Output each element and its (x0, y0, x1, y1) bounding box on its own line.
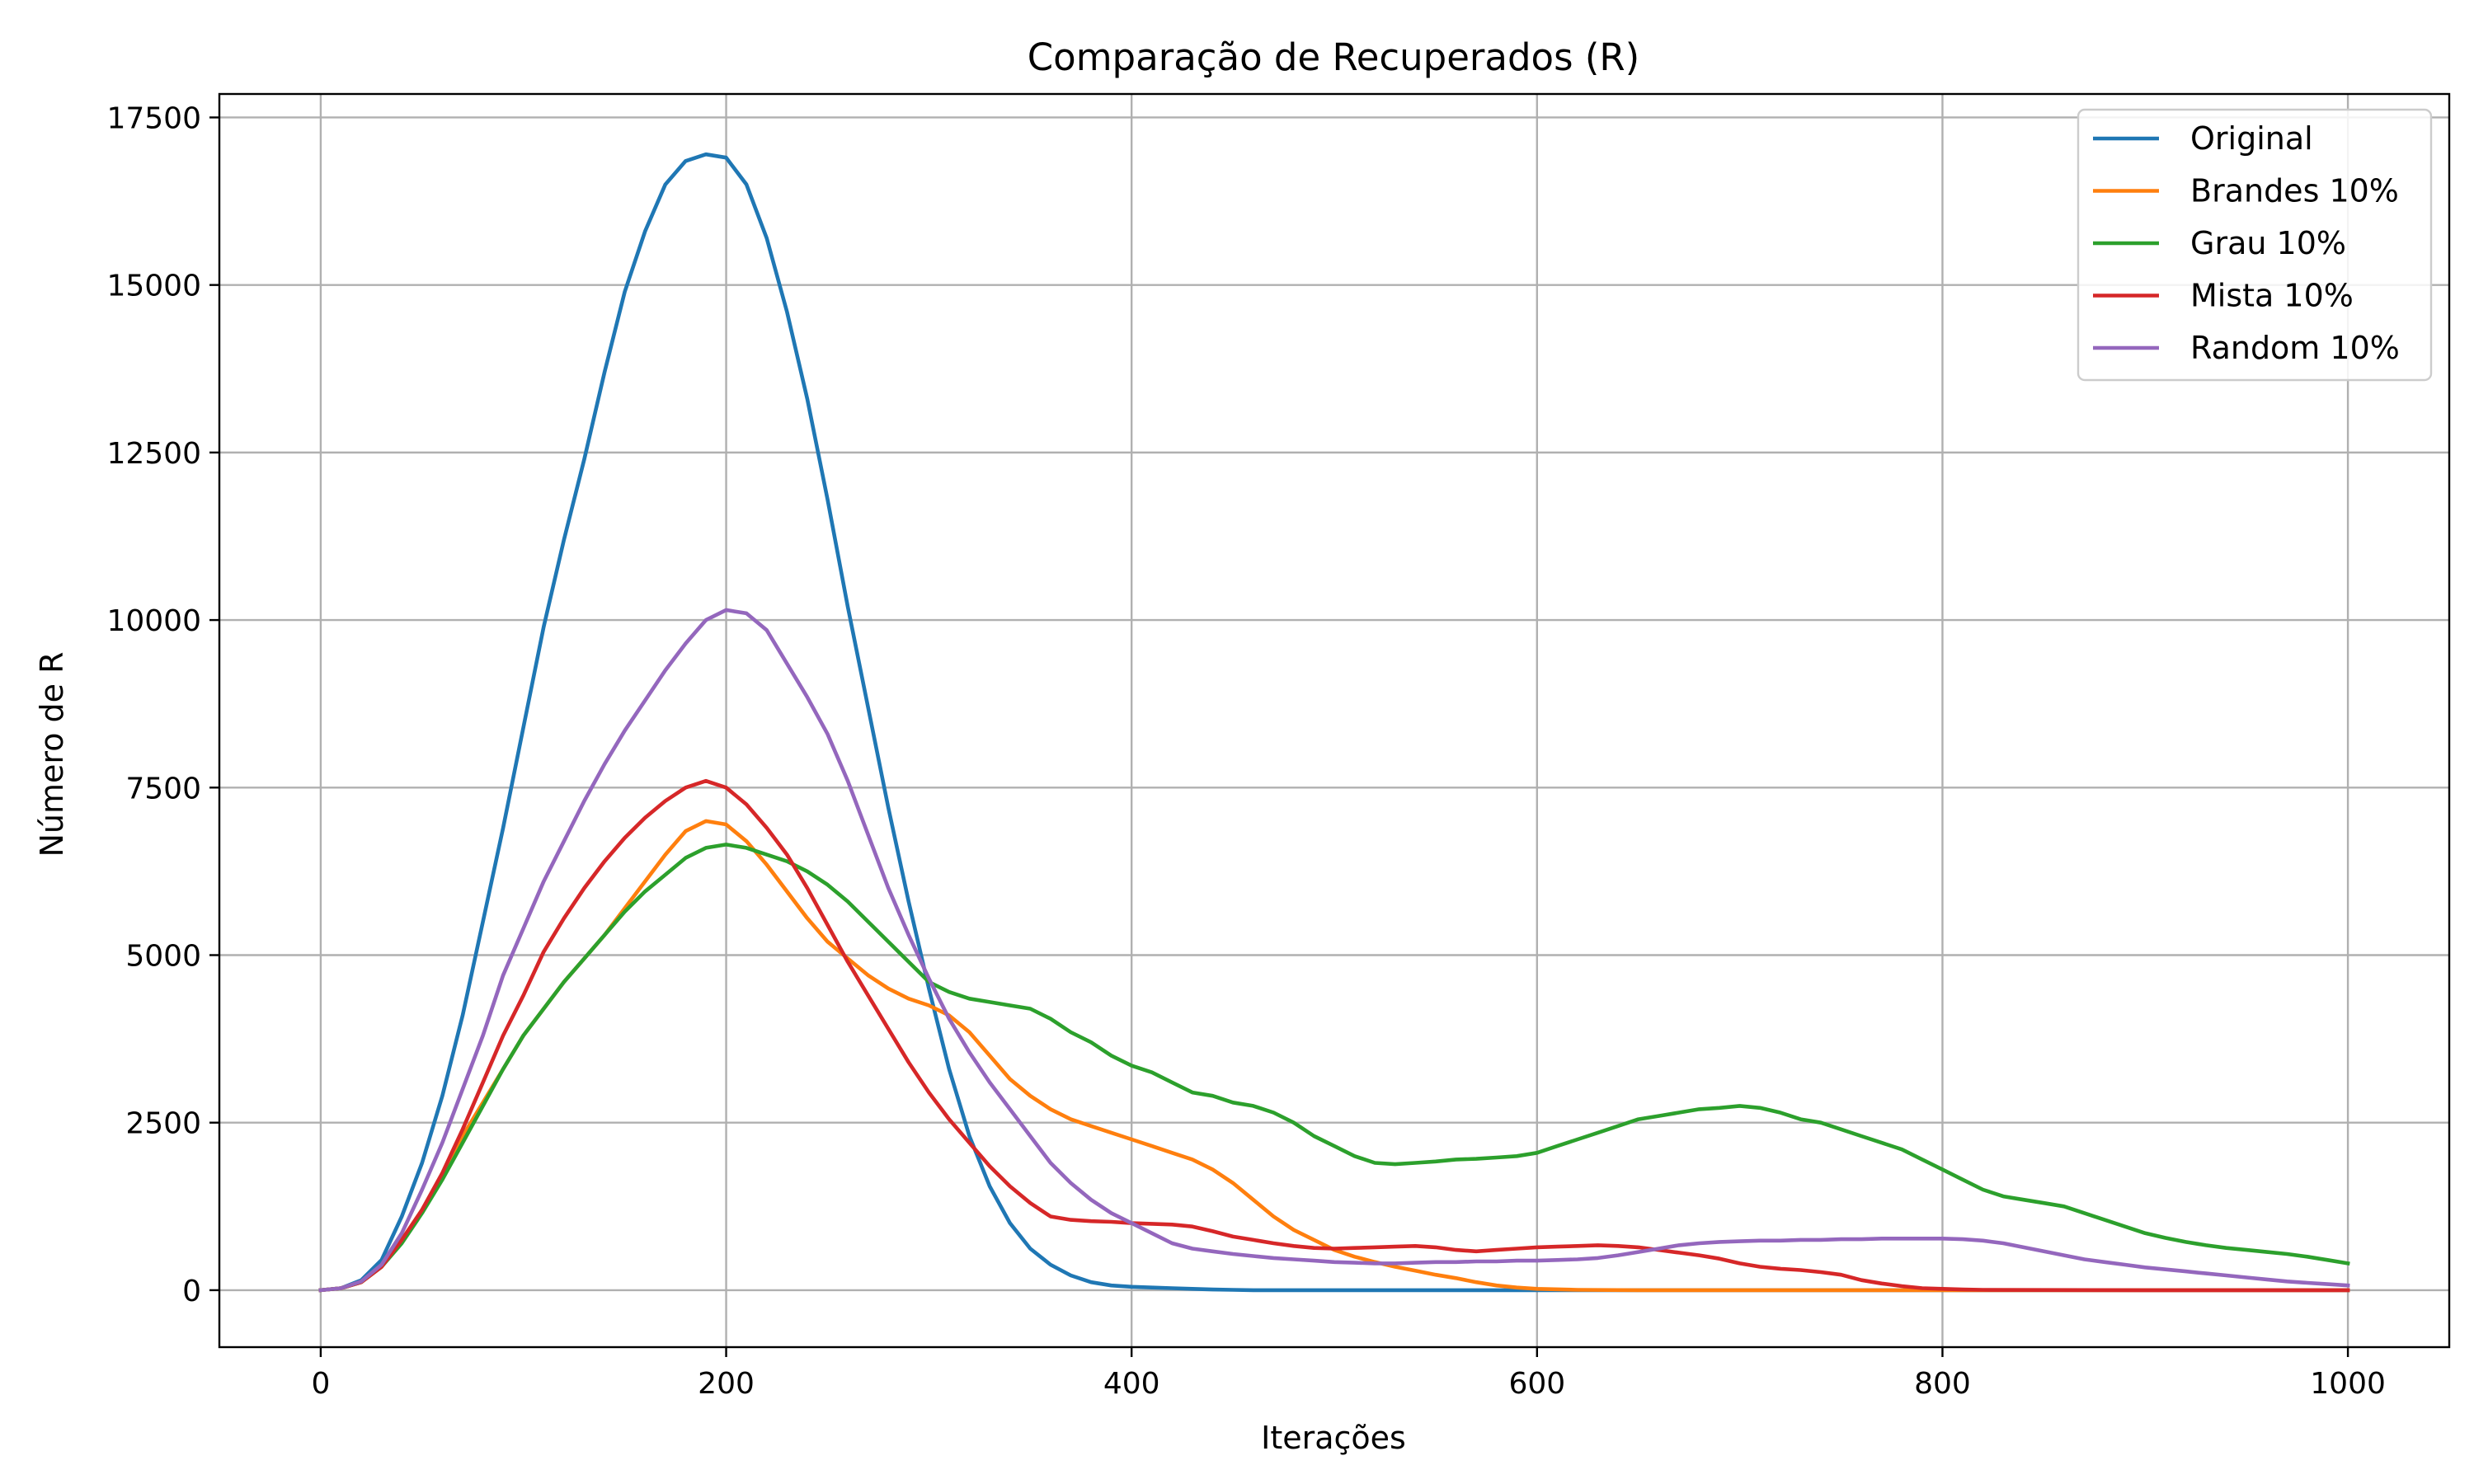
x-tick-label: 200 (698, 1367, 755, 1401)
y-tick-label: 15000 (106, 270, 201, 303)
x-tick-label: 600 (1508, 1367, 1565, 1401)
legend-label-mista-10: Mista 10% (2190, 278, 2354, 314)
y-tick-label: 10000 (106, 604, 201, 638)
series-line-original (318, 152, 2350, 1293)
y-tick-label: 17500 (106, 101, 201, 135)
legend-label-brandes-10: Brandes 10% (2190, 173, 2399, 209)
series-line-mista-10 (318, 778, 2350, 1293)
y-tick-label: 12500 (106, 437, 201, 471)
x-tick-label: 400 (1103, 1367, 1160, 1401)
x-axis-title: Iterações (1261, 1420, 1406, 1456)
series-line-grau-10 (318, 843, 2350, 1293)
legend-label-grau-10: Grau 10% (2190, 225, 2346, 261)
grid (219, 94, 2449, 1347)
chart-title: Comparação de Recuperados (R) (1028, 35, 1639, 79)
y-tick-label: 2500 (125, 1107, 201, 1141)
y-tick-label: 7500 (125, 772, 201, 805)
legend-label-random-10: Random 10% (2190, 330, 2400, 366)
y-tick-label: 5000 (125, 939, 201, 973)
legend: Original Brandes 10% Grau 10% Mista 10% Rand… (2077, 108, 2433, 382)
x-tick-label: 800 (1914, 1367, 1971, 1401)
axis-ticks: 0 200 400 600 800 100002500500075001000012500… (106, 101, 2385, 1401)
y-tick-label: 0 (182, 1275, 201, 1308)
legend-label-original: Original (2190, 120, 2313, 157)
x-tick-label: 1000 (2310, 1367, 2386, 1401)
plot-frame (218, 92, 2451, 1349)
series-line-random-10 (318, 608, 2350, 1293)
legend-box (2077, 108, 2433, 382)
series-lines (318, 152, 2350, 1293)
x-tick-label: 0 (311, 1367, 330, 1401)
y-axis-title: Número de R (34, 651, 70, 857)
